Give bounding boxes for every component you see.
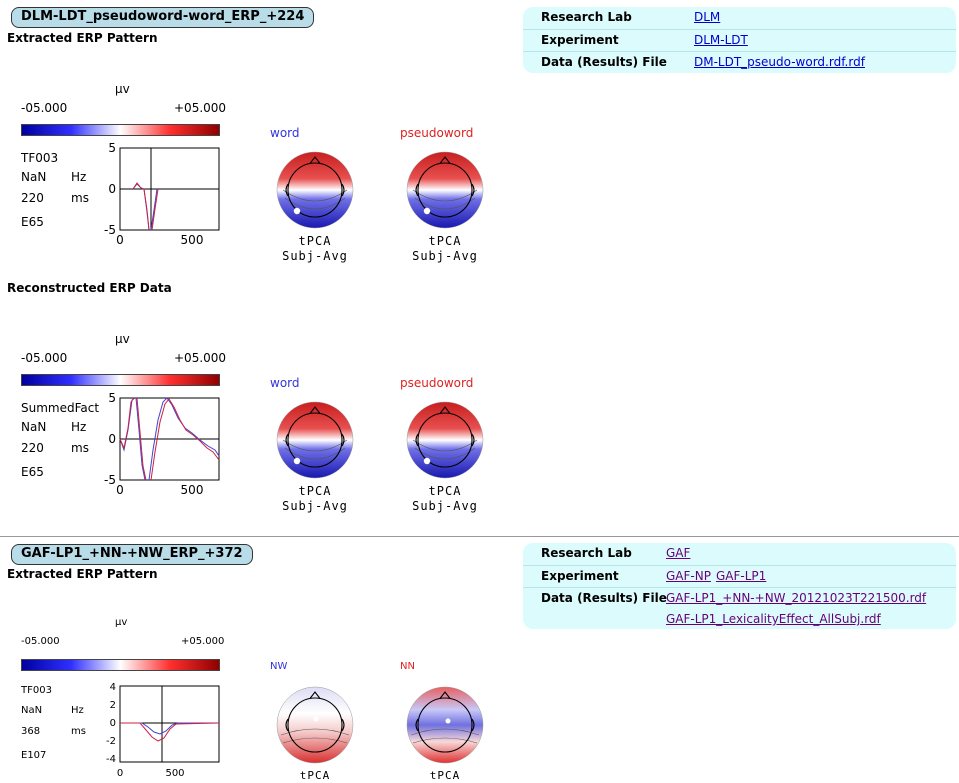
hz-unit: Hz — [71, 705, 84, 716]
y-tick: -5 — [104, 223, 116, 237]
hz-value: NaN — [21, 705, 43, 716]
scale-max: +05.000 — [174, 101, 227, 115]
svg-text:-5: -5 — [104, 473, 116, 487]
map-caption: tPCA — [429, 769, 461, 782]
info-panel: Research Lab DLM Experiment DLM-LDT Data… — [523, 7, 956, 73]
info-panel: Research Lab GAF Experiment GAF-NP GAF-L… — [523, 543, 956, 629]
ms-value: 220 — [21, 191, 44, 205]
ms-unit: ms — [71, 441, 89, 455]
electrode-label: E65 — [21, 215, 44, 229]
experiment-link[interactable]: DLM-LDT — [694, 33, 748, 47]
waveform-pseudoword — [132, 182, 159, 231]
map-caption: tPCA Subj-Avg — [282, 484, 348, 513]
map-caption: tPCA — [299, 769, 331, 782]
extracted-pattern-heading: Extracted ERP Pattern — [7, 31, 158, 45]
y-tick: 5 — [108, 141, 116, 155]
factor-label: TF003 — [21, 151, 59, 165]
erp-waveform-plot: 5 0 -5 0 500 — [104, 391, 220, 497]
svg-text:0: 0 — [108, 432, 116, 446]
svg-text:0: 0 — [116, 483, 124, 497]
ms-value: 368 — [21, 726, 41, 737]
electrode-label: E107 — [21, 750, 47, 761]
factor-label: TF003 — [21, 685, 52, 696]
scalp-map-word — [276, 401, 354, 479]
map-caption: tPCA Subj-Avg — [412, 484, 478, 513]
data-file-label: Data (Results) File — [541, 55, 667, 69]
extracted-pattern-heading: Extracted ERP Pattern — [7, 567, 158, 581]
erp-waveform-plot: 4 2 0 -2 -4 0 500 — [106, 682, 220, 779]
scalp-map-nn — [406, 686, 484, 764]
research-lab-label: Research Lab — [541, 10, 632, 24]
data-file-label: Data (Results) File — [541, 591, 667, 605]
map-label-nw: NW — [270, 661, 288, 672]
svg-text:2: 2 — [110, 700, 116, 711]
y-tick: 0 — [108, 182, 116, 196]
ms-unit: ms — [71, 726, 86, 737]
unit-label: µv — [115, 617, 128, 628]
svg-text:-4: -4 — [106, 754, 116, 765]
svg-text:5: 5 — [108, 391, 116, 405]
pattern-title-pill: DLM-LDT_pseudoword-word_ERP_+224 — [11, 7, 315, 28]
research-lab-link[interactable]: DLM — [694, 10, 721, 24]
data-file-link[interactable]: DM-LDT_pseudo-word.rdf.rdf — [694, 55, 865, 69]
map-caption: tPCA Subj-Avg — [282, 234, 348, 263]
color-scale-bar — [21, 124, 220, 136]
color-scale-bar — [21, 659, 220, 671]
hz-unit: Hz — [71, 420, 87, 434]
research-lab-link[interactable]: GAF — [666, 546, 691, 560]
scale-min: -05.000 — [21, 636, 60, 647]
data-file-link[interactable]: GAF-LP1_LexicalityEffect_AllSubj.rdf — [666, 612, 881, 626]
section-divider — [0, 536, 959, 537]
color-scale-bar — [21, 374, 220, 386]
pattern-title-pill: GAF-LP1_+NN-+NW_ERP_+372 — [11, 544, 253, 565]
reconstructed-heading: Reconstructed ERP Data — [7, 281, 172, 295]
experiment-link[interactable]: GAF-NP — [666, 569, 711, 583]
svg-text:500: 500 — [181, 483, 204, 497]
scalp-map-pseudoword — [406, 401, 484, 479]
research-lab-label: Research Lab — [541, 546, 632, 560]
unit-label: µv — [115, 332, 130, 346]
scalp-map-pseudoword — [406, 151, 484, 229]
electrode-label: E65 — [21, 465, 44, 479]
scalp-map-word — [276, 151, 354, 229]
scale-min: -05.000 — [21, 351, 68, 365]
scale-max: +05.000 — [181, 636, 225, 647]
data-file-link[interactable]: GAF-LP1_+NN-+NW_20121023T221500.rdf — [666, 591, 927, 605]
map-label-word: word — [270, 376, 300, 390]
scale-min: -05.000 — [21, 101, 68, 115]
svg-text:0: 0 — [110, 718, 116, 729]
scale-max: +05.000 — [174, 351, 227, 365]
map-caption: tPCA Subj-Avg — [412, 234, 478, 263]
hz-unit: Hz — [71, 170, 87, 184]
hz-value: NaN — [21, 420, 47, 434]
svg-text:500: 500 — [165, 768, 184, 779]
svg-text:4: 4 — [110, 682, 116, 693]
factor-label: SummedFact — [21, 401, 100, 415]
experiment-label: Experiment — [541, 33, 619, 47]
unit-label: µv — [115, 82, 130, 96]
x-tick: 500 — [181, 233, 204, 247]
hz-value: NaN — [21, 170, 47, 184]
erp-waveform-plot: 5 0 -5 0 500 — [104, 141, 220, 247]
experiment-label: Experiment — [541, 569, 619, 583]
map-label-word: word — [270, 126, 300, 140]
map-label-pseudoword: pseudoword — [400, 126, 474, 140]
scalp-map-nw — [276, 686, 354, 764]
x-tick: 0 — [116, 233, 124, 247]
experiment-link[interactable]: GAF-LP1 — [716, 569, 767, 583]
ms-unit: ms — [71, 191, 89, 205]
ms-value: 220 — [21, 441, 44, 455]
svg-text:0: 0 — [117, 768, 123, 779]
map-label-pseudoword: pseudoword — [400, 376, 474, 390]
svg-text:-2: -2 — [106, 736, 116, 747]
map-label-nn: NN — [400, 661, 415, 672]
